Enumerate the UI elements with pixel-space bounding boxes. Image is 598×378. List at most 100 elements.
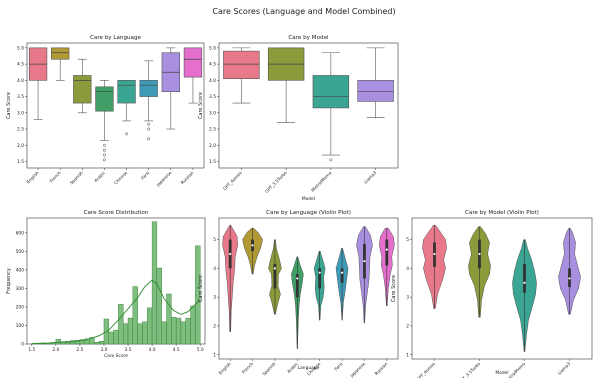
y-tick-label: 200: [16, 305, 25, 311]
violin-iqr-bar: [273, 264, 277, 289]
x-tick-label: French: [49, 170, 63, 184]
y-tick-label: 2.0: [209, 143, 216, 149]
box-outlier: [147, 127, 151, 131]
histogram-bar: [175, 317, 182, 345]
y-tick-label: 1.5: [17, 159, 24, 165]
histogram-bar: [118, 303, 124, 345]
y-axis-label: Care Score: [198, 92, 204, 119]
violin-iqr-bar: [318, 268, 322, 289]
histogram-bar: [132, 286, 138, 345]
x-tick-label: 1.5: [28, 347, 35, 353]
violin-median-dot: [523, 281, 526, 284]
histogram-bar: [156, 267, 162, 345]
y-tick-label: 2.0: [17, 143, 24, 149]
y-tick-label: 1: [213, 352, 216, 358]
y-axis-label: Care Score: [198, 275, 204, 302]
histogram-bar: [127, 317, 134, 345]
x-tick-label: 4.5: [173, 347, 180, 353]
x-tick-label: Farsi: [140, 170, 150, 180]
y-tick-label: 3.0: [209, 110, 216, 116]
histogram-bar: [185, 317, 191, 345]
x-tick-label: 3.5: [125, 347, 132, 353]
histogram-bar: [89, 337, 95, 345]
histogram-bar: [108, 331, 114, 345]
x-tick-label: GPT_3.5Turbo: [264, 170, 288, 194]
x-tick-label: English: [26, 170, 40, 184]
y-axis-label: Frequency: [6, 268, 12, 294]
violin-median-dot: [340, 271, 344, 274]
histogram-bar: [195, 245, 201, 345]
y-tick-label: 4.5: [17, 62, 24, 68]
box-Llama3: [357, 80, 394, 102]
box-Russian: [183, 47, 203, 78]
y-axis-label: Care Score: [6, 92, 12, 119]
x-tick-label: GPT_4omini: [415, 361, 436, 378]
violin-median-dot: [433, 252, 436, 256]
panel-title: Care by Language: [90, 35, 142, 41]
y-tick-label: 5.0: [17, 45, 24, 51]
y-tick-label: 3.0: [17, 110, 24, 116]
y-tick-label: 2: [213, 324, 216, 330]
panel-care-score-histogram: Care Score Distribution Frequency Care Sco…: [6, 210, 206, 359]
y-tick-label: 1.5: [209, 159, 216, 165]
panel-care-by-language-box: Care by Language Care Score 1.5 2.0 2.5 3.0 3.…: [6, 35, 205, 188]
x-tick-label: Spanish: [69, 170, 84, 185]
y-tick-label: 4.0: [209, 78, 216, 84]
x-tick-label: Llama3: [363, 170, 378, 185]
panel-care-by-model-violin: Care by Model (Violin Plot) Care Score Mod…: [391, 210, 593, 378]
violin-iqr-bar: [523, 264, 526, 293]
x-tick-label: Russian: [180, 170, 195, 185]
violin-iqr-bar: [295, 274, 299, 298]
figure-suptitle: Care Scores (Language and Model Combined…: [212, 7, 395, 16]
box-GPT_4omini: [223, 50, 260, 80]
histogram-bar: [113, 329, 119, 345]
histogram-bar: [180, 321, 186, 345]
y-tick-label: 600: [16, 230, 25, 236]
box-outlier: [147, 137, 151, 141]
histogram-bar: [55, 339, 61, 345]
histogram-bar: [123, 323, 129, 345]
panel-title: Care Score Distribution: [84, 210, 149, 216]
box-outlier: [102, 143, 106, 147]
y-tick-label: 3.5: [17, 94, 24, 100]
histogram-bar: [142, 321, 148, 345]
y-tick-label: 2.5: [17, 127, 24, 133]
histogram-bar: [166, 293, 172, 345]
x-tick-label: MistralMemo: [310, 170, 333, 193]
x-tick-label: Russian: [374, 361, 389, 376]
histogram-bar: [147, 307, 153, 345]
box-outlier: [125, 132, 129, 136]
violin-median-dot: [229, 252, 232, 256]
violin-median-dot: [251, 244, 254, 247]
box-outlier: [102, 148, 106, 152]
histogram-bar: [98, 341, 105, 345]
box-outlier: [102, 158, 106, 162]
x-tick-label: GPT_3.5Turbo: [457, 361, 481, 378]
box-Arabic: [95, 86, 114, 112]
y-tick-label: 300: [16, 286, 25, 292]
y-tick-label: 3: [213, 295, 216, 301]
y-tick-label: 4.0: [17, 78, 24, 84]
histogram-bar: [94, 341, 100, 345]
box-MistralMemo: [312, 75, 350, 109]
x-tick-label: English: [218, 361, 232, 375]
x-tick-label: Arabic: [93, 170, 106, 183]
violin-iqr-bar: [385, 239, 389, 266]
x-tick-label: 2.5: [76, 347, 83, 353]
histogram-bar: [171, 316, 177, 345]
box-Spanish: [73, 75, 92, 104]
histogram-bar: [137, 323, 143, 345]
box-Chinese: [117, 80, 136, 104]
y-tick-label: 500: [16, 249, 25, 255]
x-axis-label: Model: [302, 196, 315, 202]
violin-median-dot: [296, 277, 299, 280]
x-axis-label: Care Score: [104, 353, 128, 359]
panel-title: Care by Model (Violin Plot): [465, 210, 539, 216]
violin-median-dot: [385, 248, 388, 251]
panel-title: Care by Model: [288, 35, 329, 41]
x-tick-label: Japanese: [155, 170, 173, 188]
y-tick-label: 3.5: [209, 94, 216, 100]
x-tick-label: Chinese: [113, 170, 129, 186]
violin-median-dot: [363, 260, 366, 263]
